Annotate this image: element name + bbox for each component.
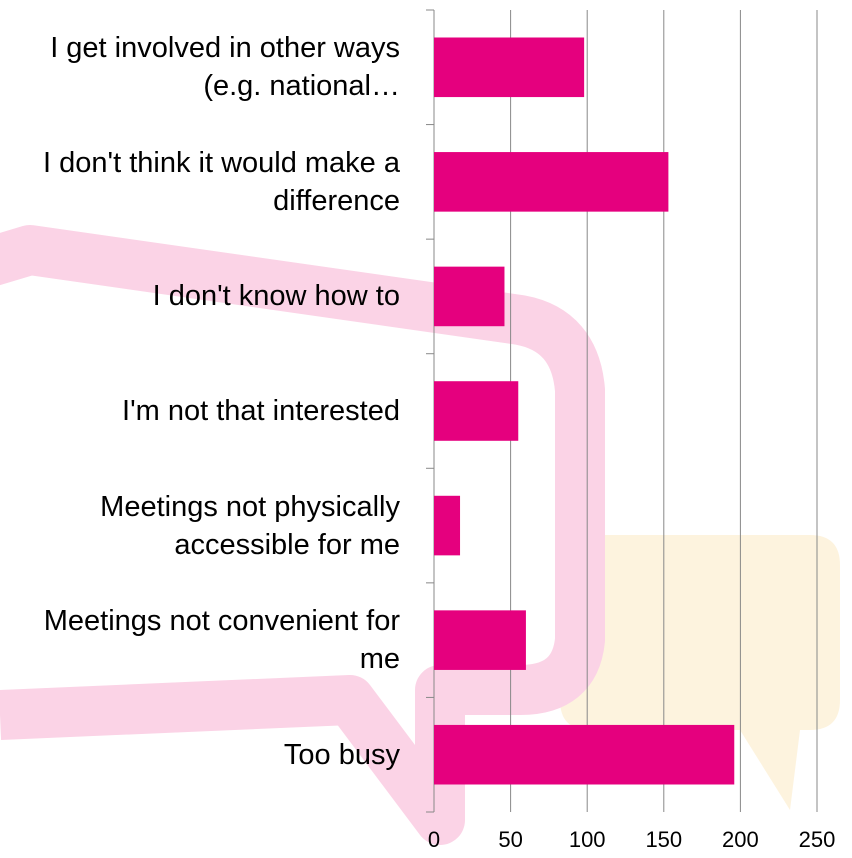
- y-tick-label: Meetings not convenient for me: [8, 602, 400, 678]
- y-tick-label: I'm not that interested: [8, 392, 400, 430]
- x-tick-label: 150: [645, 827, 682, 852]
- x-tick-label: 100: [569, 827, 606, 852]
- x-tick-label: 200: [722, 827, 759, 852]
- x-tick-label: 0: [428, 827, 440, 852]
- bar: [434, 267, 504, 327]
- y-tick-label: Too busy: [8, 736, 400, 774]
- y-tick-label: I get involved in other ways (e.g. natio…: [8, 29, 400, 105]
- x-tick-label: 250: [799, 827, 836, 852]
- bar: [434, 152, 668, 212]
- y-tick-label: Meetings not physically accessible for m…: [8, 488, 400, 564]
- y-tick-label: I don't know how to: [8, 277, 400, 315]
- bar: [434, 725, 734, 785]
- page: 0 50 100 150 200 250 I get involved in other …: [0, 0, 852, 858]
- bar: [434, 381, 518, 441]
- bar: [434, 496, 460, 556]
- y-tick-label: I don't think it would make a difference: [8, 144, 400, 220]
- x-tick-label: 50: [498, 827, 522, 852]
- bar: [434, 610, 526, 670]
- bar: [434, 37, 584, 97]
